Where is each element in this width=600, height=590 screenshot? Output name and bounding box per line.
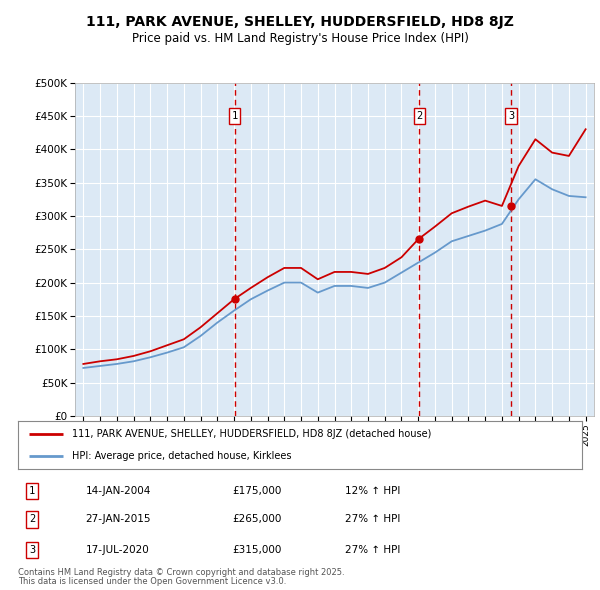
Text: Price paid vs. HM Land Registry's House Price Index (HPI): Price paid vs. HM Land Registry's House …	[131, 32, 469, 45]
Text: This data is licensed under the Open Government Licence v3.0.: This data is licensed under the Open Gov…	[18, 577, 286, 586]
Text: £175,000: £175,000	[232, 486, 281, 496]
Text: HPI: Average price, detached house, Kirklees: HPI: Average price, detached house, Kirk…	[71, 451, 291, 461]
Text: 17-JUL-2020: 17-JUL-2020	[86, 545, 149, 555]
Text: 14-JAN-2004: 14-JAN-2004	[86, 486, 151, 496]
Text: 27% ↑ HPI: 27% ↑ HPI	[345, 514, 400, 525]
Text: 111, PARK AVENUE, SHELLEY, HUDDERSFIELD, HD8 8JZ: 111, PARK AVENUE, SHELLEY, HUDDERSFIELD,…	[86, 15, 514, 29]
Text: 3: 3	[508, 111, 514, 121]
Text: £265,000: £265,000	[232, 514, 281, 525]
Text: 111, PARK AVENUE, SHELLEY, HUDDERSFIELD, HD8 8JZ (detached house): 111, PARK AVENUE, SHELLEY, HUDDERSFIELD,…	[71, 429, 431, 439]
Text: £315,000: £315,000	[232, 545, 281, 555]
Text: 2: 2	[416, 111, 422, 121]
Text: 3: 3	[29, 545, 35, 555]
Text: 12% ↑ HPI: 12% ↑ HPI	[345, 486, 400, 496]
Text: 1: 1	[29, 486, 35, 496]
Text: Contains HM Land Registry data © Crown copyright and database right 2025.: Contains HM Land Registry data © Crown c…	[18, 568, 344, 576]
Text: 2: 2	[29, 514, 35, 525]
Text: 27-JAN-2015: 27-JAN-2015	[86, 514, 151, 525]
Text: 1: 1	[232, 111, 238, 121]
Text: 27% ↑ HPI: 27% ↑ HPI	[345, 545, 400, 555]
